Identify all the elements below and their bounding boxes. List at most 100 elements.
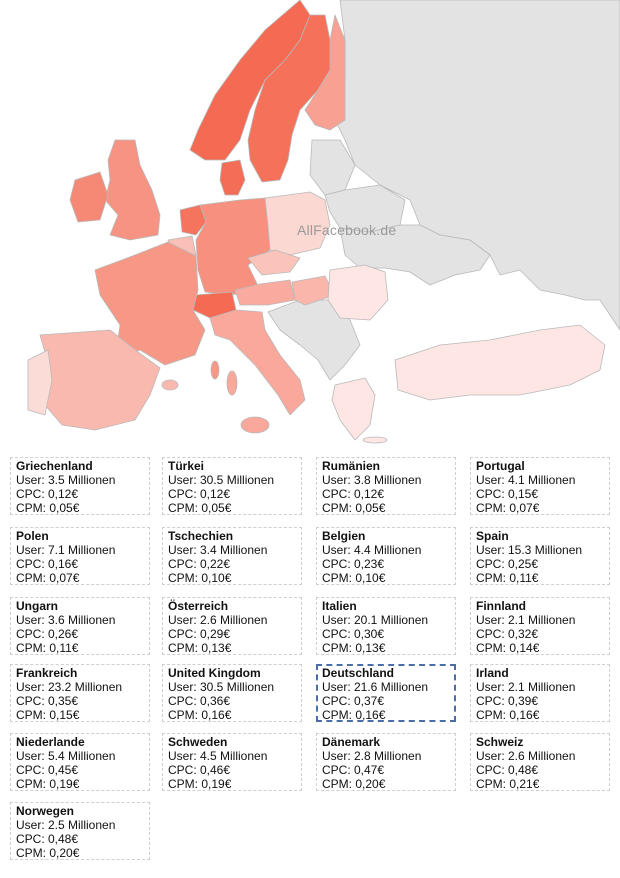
map-region-italien[interactable] [209, 309, 306, 416]
country-card-turkei[interactable]: Türkei User: 30.5 Millionen CPC: 0,12€ CPM:… [162, 457, 302, 515]
country-card-rumanien[interactable]: Rumänien User: 3.8 Millionen CPC: 0,12€ CPM… [316, 457, 456, 515]
country-name: Spain [476, 529, 509, 543]
country-card-ungarn[interactable]: Ungarn User: 3.6 Millionen CPC: 0,26€ CPM: … [10, 597, 150, 655]
cpm-value: CPM: 0,05€ [322, 501, 386, 515]
map-region-portugal[interactable] [27, 349, 53, 416]
users-value: User: 4.5 Millionen [168, 749, 268, 763]
cpm-value: CPM: 0,07€ [16, 571, 80, 585]
country-card-deutschland[interactable]: Deutschland User: 21.6 Millionen CPC: 0,37… [316, 664, 456, 722]
users-value: User: 15.3 Millionen [476, 543, 583, 557]
cpm-value: CPM: 0,11€ [16, 641, 79, 655]
country-card-schweiz[interactable]: Schweiz User: 2.6 Millionen CPC: 0,48€ CPM:… [470, 733, 610, 791]
map-region-finnland[interactable] [304, 14, 346, 131]
cpc-value: CPC: 0,45€ [16, 763, 79, 777]
cpc-value: CPC: 0,25€ [476, 557, 539, 571]
country-card-finnland[interactable]: Finnland User: 2.1 Millionen CPC: 0,32€ CPM… [470, 597, 610, 655]
cpc-value: CPC: 0,26€ [16, 627, 79, 641]
cpc-value: CPC: 0,48€ [476, 763, 539, 777]
country-name: Portugal [476, 459, 525, 473]
users-value: User: 2.6 Millionen [168, 613, 268, 627]
users-value: User: 20.1 Millionen [322, 613, 429, 627]
users-value: User: 4.1 Millionen [476, 473, 576, 487]
users-value: User: 2.8 Millionen [322, 749, 422, 763]
country-card-tschechien[interactable]: Tschechien User: 3.4 Millionen CPC: 0,22€ C… [162, 527, 302, 585]
cpc-value: CPC: 0,37€ [322, 694, 385, 708]
users-value: User: 30.5 Millionen [168, 680, 275, 694]
cpc-value: CPC: 0,15€ [476, 487, 539, 501]
users-value: User: 21.6 Millionen [322, 680, 429, 694]
country-name: Rumänien [322, 459, 381, 473]
users-value: User: 3.8 Millionen [322, 473, 422, 487]
map-region-griechenland[interactable] [331, 377, 376, 441]
country-name: Ungarn [16, 599, 58, 613]
cpc-value: CPC: 0,30€ [322, 627, 385, 641]
country-name: Schweiz [476, 735, 524, 749]
users-value: User: 23.2 Millionen [16, 680, 123, 694]
map-region-united-kingdom[interactable] [104, 139, 161, 241]
cpm-value: CPM: 0,05€ [168, 501, 232, 515]
map-island [362, 436, 388, 444]
country-card-polen[interactable]: Polen User: 7.1 Millionen CPC: 0,16€ CPM: 0… [10, 527, 150, 585]
cpm-value: CPM: 0,16€ [476, 708, 540, 722]
country-name: Norwegen [16, 804, 75, 818]
cpc-value: CPC: 0,22€ [168, 557, 231, 571]
cpc-value: CPC: 0,46€ [168, 763, 231, 777]
country-name: Griechenland [16, 459, 93, 473]
cpm-value: CPM: 0,21€ [476, 777, 540, 791]
country-card-osterreich[interactable]: Österreich User: 2.6 Millionen CPC: 0,29€ C… [162, 597, 302, 655]
country-name: Finnland [476, 599, 526, 613]
map-region-frankreich[interactable] [94, 241, 206, 366]
watermark: AllFacebook.de [297, 222, 397, 238]
users-value: User: 2.6 Millionen [476, 749, 576, 763]
country-card-griechenland[interactable]: Griechenland User: 3.5 Millionen CPC: 0,12… [10, 457, 150, 515]
map-island [161, 379, 179, 391]
map-island [226, 370, 238, 396]
country-card-niederlande[interactable]: Niederlande User: 5.4 Millionen CPC: 0,45€… [10, 733, 150, 791]
map-region-ungarn[interactable] [291, 275, 336, 306]
map-region-polen[interactable] [264, 191, 331, 256]
map-island [240, 416, 270, 434]
country-card-united-kingdom[interactable]: United Kingdom User: 30.5 Millionen CPC: 0… [162, 664, 302, 722]
country-card-irland[interactable]: Irland User: 2.1 Millionen CPC: 0,39€ CPM: … [470, 664, 610, 722]
country-name: United Kingdom [168, 666, 261, 680]
users-value: User: 4.4 Millionen [322, 543, 422, 557]
cpm-value: CPM: 0,10€ [322, 571, 386, 585]
cpm-value: CPM: 0,13€ [322, 641, 386, 655]
map-region-niederlande[interactable] [179, 204, 207, 236]
users-value: User: 3.5 Millionen [16, 473, 116, 487]
users-value: User: 5.4 Millionen [16, 749, 116, 763]
users-value: User: 30.5 Millionen [168, 473, 275, 487]
map-region-rumanien[interactable] [327, 264, 389, 321]
cpc-value: CPC: 0,47€ [322, 763, 385, 777]
map-region-danemark[interactable] [219, 159, 246, 196]
country-name: Deutschland [322, 666, 395, 680]
cpc-value: CPC: 0,35€ [16, 694, 79, 708]
cpc-value: CPC: 0,39€ [476, 694, 539, 708]
cpc-value: CPC: 0,48€ [16, 832, 79, 846]
cpm-value: CPM: 0,16€ [168, 708, 232, 722]
country-card-norwegen[interactable]: Norwegen User: 2.5 Millionen CPC: 0,48€ CPM… [10, 802, 150, 860]
cpm-value: CPM: 0,19€ [168, 777, 232, 791]
cpm-value: CPM: 0,13€ [168, 641, 232, 655]
users-value: User: 7.1 Millionen [16, 543, 116, 557]
country-card-schweden[interactable]: Schweden User: 4.5 Millionen CPC: 0,46€ CPM… [162, 733, 302, 791]
country-name: Belgien [322, 529, 366, 543]
cpm-value: CPM: 0,16€ [322, 708, 386, 722]
country-card-frankreich[interactable]: Frankreich User: 23.2 Millionen CPC: 0,35€… [10, 664, 150, 722]
country-name: Dänemark [322, 735, 381, 749]
map-region-deutschland[interactable] [195, 197, 271, 296]
country-name: Schweden [168, 735, 228, 749]
map-region-irland[interactable] [69, 171, 109, 223]
country-name: Tschechien [168, 529, 234, 543]
cpm-value: CPM: 0,05€ [16, 501, 80, 515]
country-card-belgien[interactable]: Belgien User: 4.4 Millionen CPC: 0,23€ CPM:… [316, 527, 456, 585]
cpm-value: CPM: 0,07€ [476, 501, 540, 515]
country-card-danemark[interactable]: Dänemark User: 2.8 Millionen CPC: 0,47€ CPM… [316, 733, 456, 791]
country-card-portugal[interactable]: Portugal User: 4.1 Millionen CPC: 0,15€ CPM… [470, 457, 610, 515]
country-card-spain[interactable]: Spain User: 15.3 Millionen CPC: 0,25€ CPM: … [470, 527, 610, 585]
map-region-turkei[interactable] [394, 324, 606, 401]
cpc-value: CPC: 0,32€ [476, 627, 539, 641]
country-card-italien[interactable]: Italien User: 20.1 Millionen CPC: 0,30€ CPM… [316, 597, 456, 655]
map-region-tschechien[interactable] [247, 249, 301, 276]
users-value: User: 2.5 Millionen [16, 818, 116, 832]
